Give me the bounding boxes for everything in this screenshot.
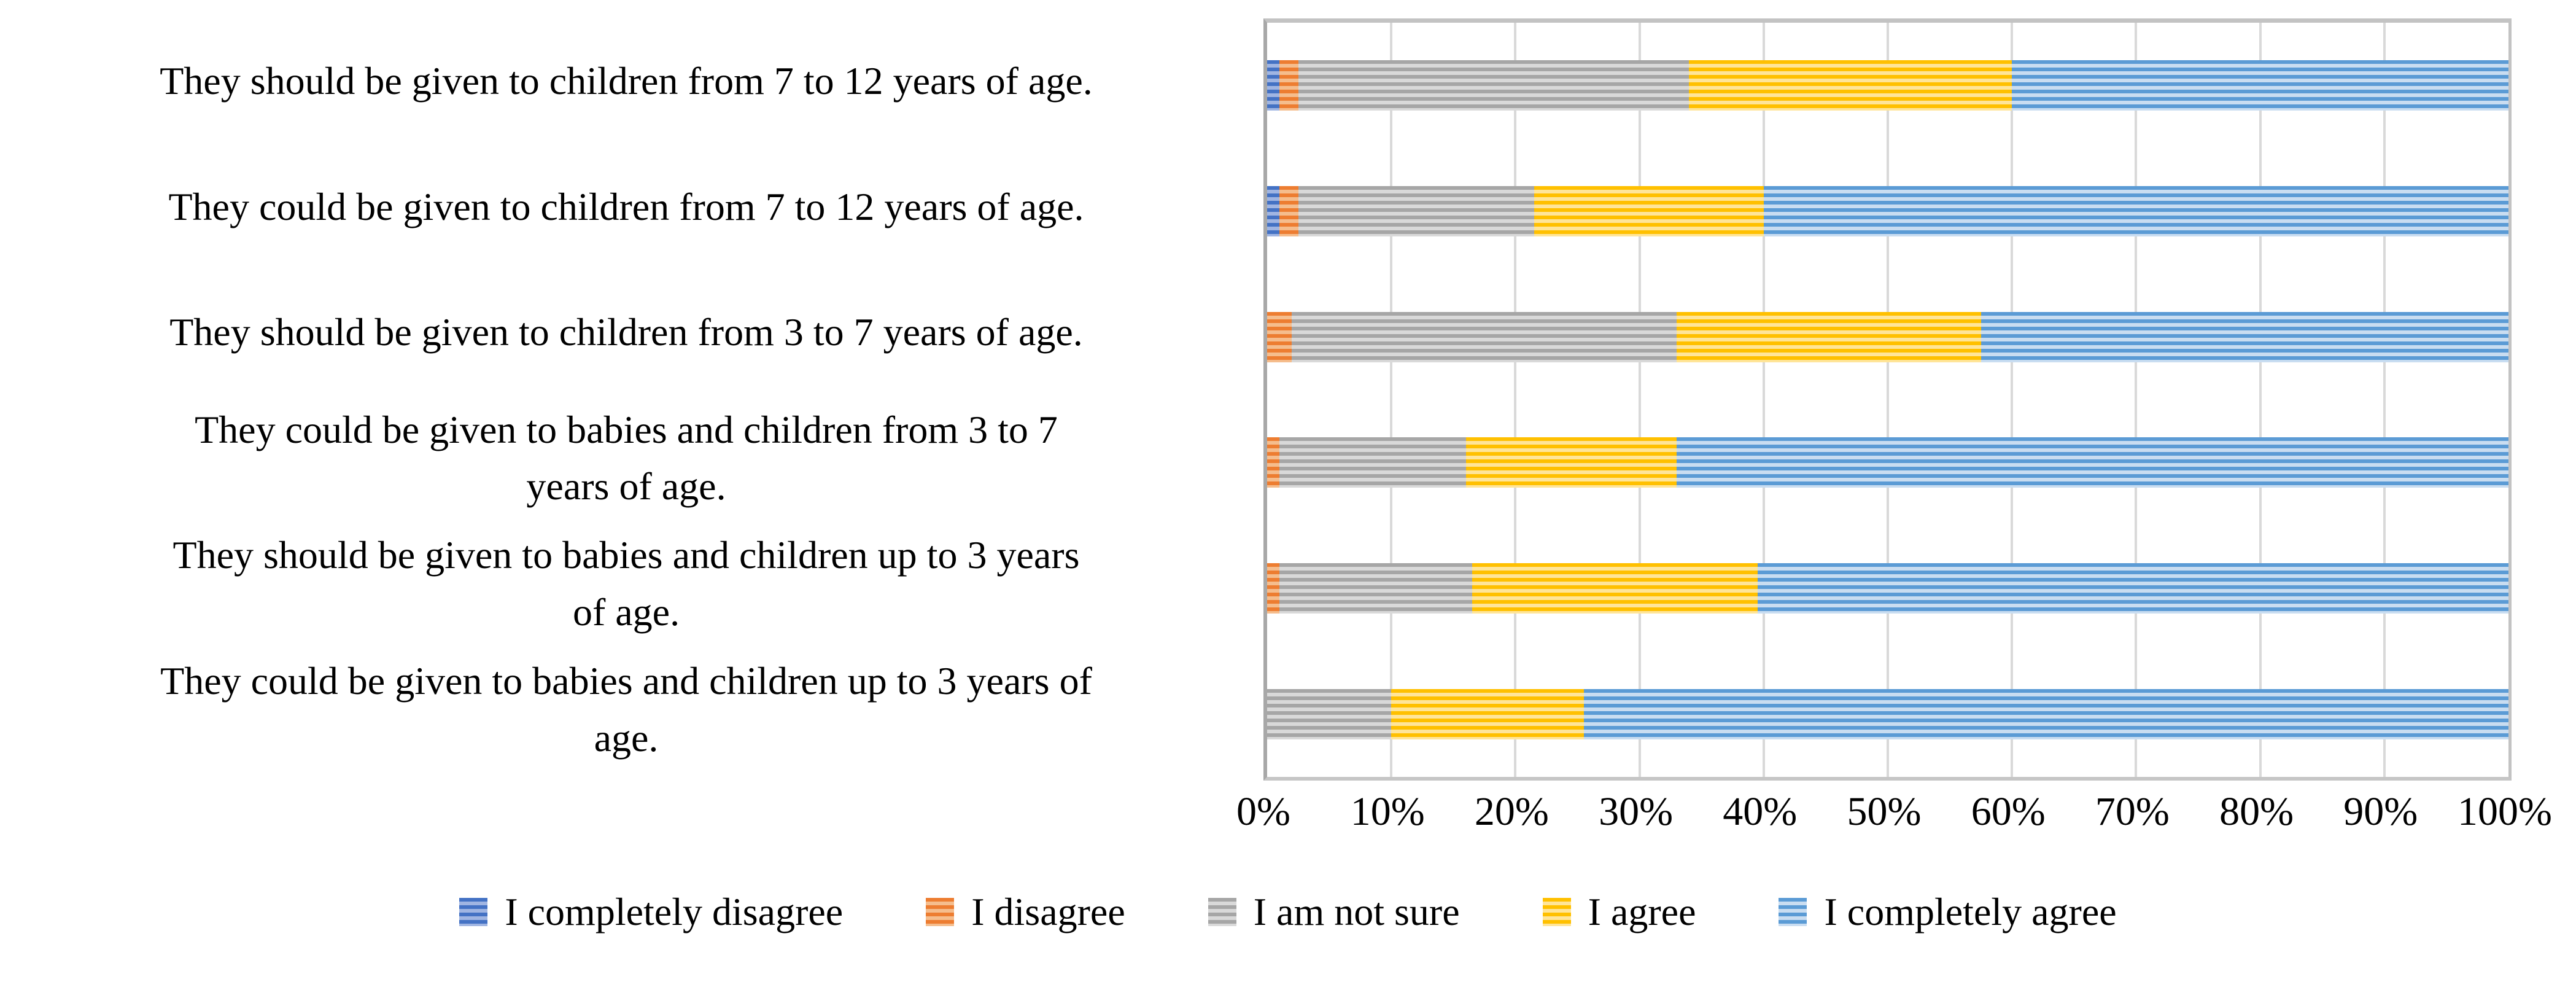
bar-row-1 bbox=[1267, 60, 2508, 111]
legend-item: I completely agree bbox=[1779, 889, 2117, 935]
legend-label: I am not sure bbox=[1253, 890, 1460, 933]
gridline-90pct bbox=[2383, 23, 2386, 777]
bar-segment bbox=[1689, 60, 2012, 111]
category-label: They should be given to children from 7 … bbox=[160, 58, 1093, 103]
legend-item: I completely disagree bbox=[459, 889, 843, 935]
legend-item: I am not sure bbox=[1208, 889, 1460, 935]
x-tick-label: 10% bbox=[1350, 789, 1425, 834]
bar-segment bbox=[1980, 311, 2508, 362]
legend-label: I disagree bbox=[971, 890, 1125, 933]
bar-segment bbox=[1298, 186, 1534, 236]
bar-segment bbox=[1391, 688, 1584, 739]
plot-area bbox=[1263, 18, 2512, 781]
bar-segment bbox=[1267, 311, 1292, 362]
x-tick-label: 70% bbox=[2095, 789, 2170, 834]
x-tick-label: 60% bbox=[1971, 789, 2046, 834]
bar-segment bbox=[1757, 563, 2508, 614]
bar-segment bbox=[1677, 437, 2508, 488]
bar-row-5 bbox=[1267, 563, 2508, 614]
legend-item: I disagree bbox=[926, 889, 1125, 935]
bar-segment bbox=[1763, 186, 2508, 236]
bar-segment bbox=[1465, 437, 1677, 488]
legend-swatch-icon bbox=[926, 898, 955, 926]
gridline-50pct bbox=[1887, 23, 1889, 777]
bar-row-4 bbox=[1267, 437, 2508, 488]
bar-segment bbox=[1267, 688, 1392, 739]
legend: I completely disagree I disagree I am not … bbox=[0, 889, 2576, 935]
x-axis: 0% 10% 20% 30% 40% 50% 60% 70% 80% 90% 100% bbox=[1236, 789, 2552, 856]
bar-row-6 bbox=[1267, 688, 2508, 739]
x-tick-label: 80% bbox=[2219, 789, 2294, 834]
gridline-20pct bbox=[1514, 23, 1517, 777]
gridline-60pct bbox=[2011, 23, 2014, 777]
bar-segment bbox=[1472, 563, 1758, 614]
bar-segment bbox=[1677, 311, 1981, 362]
bar-segment bbox=[1267, 437, 1280, 488]
legend-swatch-icon bbox=[1779, 898, 1807, 926]
legend-swatch-icon bbox=[459, 898, 488, 926]
category-label: They should be given to babies and child… bbox=[173, 533, 1080, 634]
bar-row-3 bbox=[1267, 311, 2508, 362]
bar-segment bbox=[1279, 437, 1466, 488]
bar-segment bbox=[1279, 60, 1298, 111]
x-tick-label: 0% bbox=[1236, 789, 1290, 834]
bar-segment bbox=[1292, 311, 1677, 362]
legend-label: I completely disagree bbox=[505, 890, 844, 933]
gridline-70pct bbox=[2135, 23, 2138, 777]
x-tick-label: 40% bbox=[1723, 789, 1798, 834]
legend-swatch-icon bbox=[1542, 898, 1571, 926]
legend-swatch-icon bbox=[1208, 898, 1236, 926]
x-tick-label: 90% bbox=[2343, 789, 2418, 834]
gridline-30pct bbox=[1638, 23, 1641, 777]
bar-segment bbox=[1298, 60, 1690, 111]
category-label: They could be given to children from 7 t… bbox=[168, 184, 1084, 228]
x-tick-label: 100% bbox=[2458, 789, 2552, 834]
x-tick-label: 20% bbox=[1474, 789, 1549, 834]
gridline-10pct bbox=[1390, 23, 1393, 777]
bar-segment bbox=[1267, 186, 1280, 236]
legend-label: I agree bbox=[1588, 890, 1696, 933]
bar-segment bbox=[2012, 60, 2508, 111]
x-tick-label: 50% bbox=[1847, 789, 1922, 834]
legend-label: I completely agree bbox=[1824, 890, 2117, 933]
bar-row-2 bbox=[1267, 186, 2508, 236]
category-label: They could be given to babies and childr… bbox=[160, 658, 1092, 760]
legend-item: I agree bbox=[1542, 889, 1696, 935]
category-label: They should be given to children from 3 … bbox=[169, 310, 1083, 354]
bar-segment bbox=[1583, 688, 2508, 739]
bar-segment bbox=[1279, 186, 1298, 236]
bar-segment bbox=[1534, 186, 1764, 236]
bar-segment bbox=[1267, 60, 1280, 111]
category-label: They could be given to babies and childr… bbox=[195, 407, 1058, 509]
gridline-40pct bbox=[1762, 23, 1765, 777]
bar-segment bbox=[1267, 563, 1280, 614]
bar-segment bbox=[1279, 563, 1472, 614]
gridline-80pct bbox=[2259, 23, 2262, 777]
x-tick-label: 30% bbox=[1599, 789, 1674, 834]
